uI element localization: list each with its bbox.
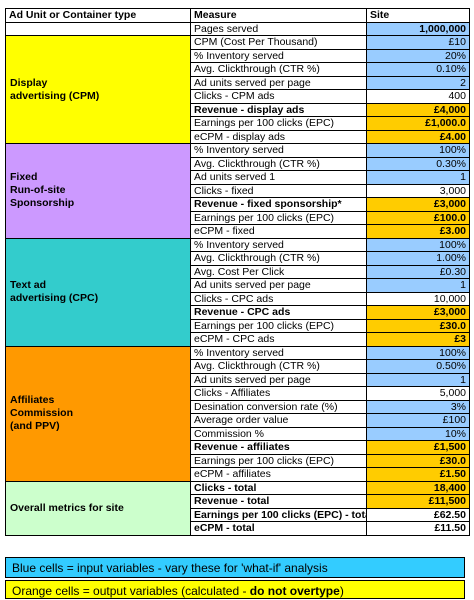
site-cell: £3,000: [366, 305, 470, 320]
measure-cell: Commission %: [190, 426, 367, 441]
measure-cell: Revenue - CPC ads: [190, 305, 367, 320]
site-cell: £1,000.0: [366, 116, 470, 131]
measure-cell: Earnings per 100 clicks (EPC) - tota: [190, 507, 367, 522]
measure-cell: Average order value: [190, 413, 367, 428]
site-cell: 1: [366, 372, 470, 387]
measure-cell: Clicks - total: [190, 480, 367, 495]
site-cell: £100.0: [366, 210, 470, 225]
section-label: Fixed Run-of-site Sponsorship: [5, 143, 191, 239]
site-cell: 3,000: [366, 183, 470, 198]
measure-cell: Earnings per 100 clicks (EPC): [190, 210, 367, 225]
site-cell: £100: [366, 413, 470, 428]
measure-cell: % Inventory served: [190, 48, 367, 63]
section-label: Display advertising (CPM): [5, 35, 191, 144]
site-cell: £3.00: [366, 224, 470, 239]
empty-cell: [5, 21, 191, 36]
site-cell: £0.30: [366, 264, 470, 279]
site-cell: £11.50: [366, 521, 470, 536]
measure-cell: eCPM - display ads: [190, 129, 367, 144]
header-cell: Site: [366, 8, 470, 23]
measure-cell: Ad units served per page: [190, 372, 367, 387]
header-cell: Ad Unit or Container type: [5, 8, 191, 23]
legend-text: do not overtype: [249, 584, 340, 598]
legend-text: Orange cells = output variables (calcula…: [12, 584, 250, 598]
site-cell: 18,400: [366, 480, 470, 495]
site-cell: £3: [366, 332, 470, 347]
site-cell: 10%: [366, 426, 470, 441]
site-cell: 0.30%: [366, 156, 470, 171]
site-cell: 0.10%: [366, 62, 470, 77]
measure-cell: Clicks - fixed: [190, 183, 367, 198]
site-cell: 1.00%: [366, 251, 470, 266]
measure-cell: eCPM - affiliates: [190, 467, 367, 482]
site-cell: 100%: [366, 237, 470, 252]
header-cell: Measure: [190, 8, 367, 23]
site-cell: 1: [366, 278, 470, 293]
legend-blue: Blue cells = input variables - vary thes…: [5, 557, 465, 578]
measure-cell: Pages served: [190, 21, 367, 36]
measure-cell: eCPM - CPC ads: [190, 332, 367, 347]
measure-cell: Avg. Clickthrough (CTR %): [190, 251, 367, 266]
site-cell: 1,000,000: [366, 21, 470, 36]
site-cell: £30.0: [366, 453, 470, 468]
site-cell: 100%: [366, 345, 470, 360]
site-cell: 2: [366, 75, 470, 90]
legend-text: Blue cells = input variables - vary thes…: [12, 561, 328, 575]
site-cell: £11,500: [366, 494, 470, 509]
site-cell: 5,000: [366, 386, 470, 401]
site-cell: 3%: [366, 399, 470, 414]
measure-cell: Ad units served 1: [190, 170, 367, 185]
site-cell: £10: [366, 35, 470, 50]
measure-cell: Avg. Clickthrough (CTR %): [190, 62, 367, 77]
site-cell: £30.0: [366, 318, 470, 333]
measure-cell: Earnings per 100 clicks (EPC): [190, 453, 367, 468]
site-cell: £4,000: [366, 102, 470, 117]
measure-cell: % Inventory served: [190, 237, 367, 252]
legend-text: ): [339, 584, 344, 598]
site-cell: 0.50%: [366, 359, 470, 374]
measure-cell: Revenue - display ads: [190, 102, 367, 117]
site-cell: £1.50: [366, 467, 470, 482]
site-cell: 400: [366, 89, 470, 104]
legend-orange: Orange cells = output variables (calcula…: [5, 580, 465, 599]
site-cell: 10,000: [366, 291, 470, 306]
measure-cell: Earnings per 100 clicks (EPC): [190, 116, 367, 131]
measure-cell: eCPM - total: [190, 521, 367, 536]
section-label: Text ad advertising (CPC): [5, 237, 191, 347]
section-label: Affiliates Commission (and PPV): [5, 345, 191, 482]
measure-cell: Revenue - fixed sponsorship*: [190, 197, 367, 212]
measure-cell: Clicks - CPM ads: [190, 89, 367, 104]
measure-cell: Clicks - Affiliates: [190, 386, 367, 401]
measure-cell: Revenue - affiliates: [190, 440, 367, 455]
site-cell: 1: [366, 170, 470, 185]
site-cell: £4.00: [366, 129, 470, 144]
measure-cell: % Inventory served: [190, 143, 367, 158]
site-cell: 100%: [366, 143, 470, 158]
measure-cell: Ad units served per page: [190, 278, 367, 293]
measure-cell: Clicks - CPC ads: [190, 291, 367, 306]
measure-cell: Avg. Clickthrough (CTR %): [190, 359, 367, 374]
measure-cell: Desination conversion rate (%): [190, 399, 367, 414]
measure-cell: % Inventory served: [190, 345, 367, 360]
measure-cell: Avg. Clickthrough (CTR %): [190, 156, 367, 171]
measure-cell: CPM (Cost Per Thousand): [190, 35, 367, 50]
site-cell: £3,000: [366, 197, 470, 212]
site-cell: 20%: [366, 48, 470, 63]
site-cell: £1,500: [366, 440, 470, 455]
measure-cell: Avg. Cost Per Click: [190, 264, 367, 279]
measure-cell: Revenue - total: [190, 494, 367, 509]
measure-cell: Earnings per 100 clicks (EPC): [190, 318, 367, 333]
section-label: Overall metrics for site: [5, 480, 191, 536]
measure-cell: eCPM - fixed: [190, 224, 367, 239]
measure-cell: Ad units served per page: [190, 75, 367, 90]
site-cell: £62.50: [366, 507, 470, 522]
